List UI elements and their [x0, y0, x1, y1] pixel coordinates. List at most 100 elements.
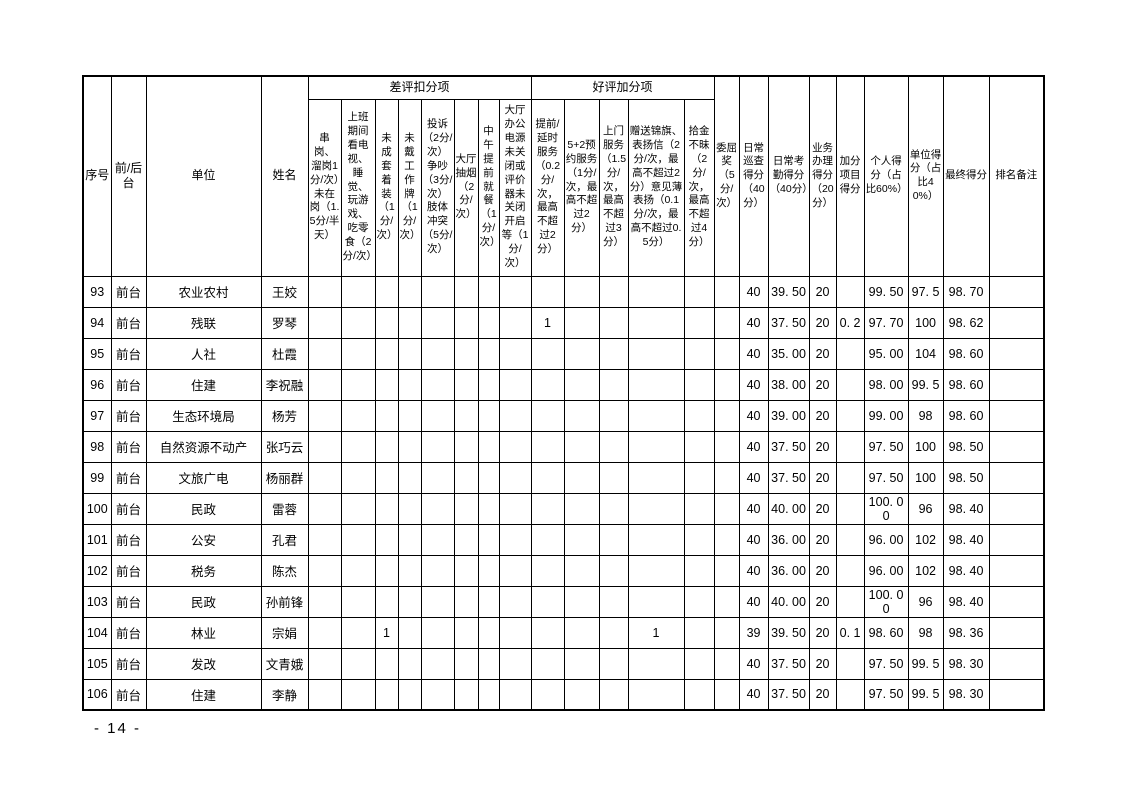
cell-unit: 林业 [145, 616, 262, 649]
table-row: 102 前台 税务 陈杰 40 36. 00 20 96. 00 102 98. 40 [82, 554, 1045, 587]
cell-personal: 100. 00 [863, 585, 909, 618]
cell-b3 [598, 306, 629, 339]
cell-name: 杨丽群 [260, 461, 309, 494]
cell-b5 [683, 430, 715, 463]
cell-b5 [683, 647, 715, 680]
cell-d7 [477, 585, 500, 618]
header-bonus-group: 好评加分项 [530, 75, 715, 100]
cell-b1 [530, 585, 565, 618]
cell-d1 [307, 461, 342, 494]
cell-d4 [397, 399, 422, 432]
cell-final: 98. 70 [942, 275, 990, 308]
cell-b3 [598, 523, 629, 556]
cell-d5 [420, 368, 455, 401]
cell-no: 105 [82, 647, 112, 680]
cell-no: 97 [82, 399, 112, 432]
cell-desk: 前台 [110, 368, 147, 401]
cell-d7 [477, 492, 500, 525]
cell-d8 [498, 678, 532, 711]
cell-final: 98. 40 [942, 523, 990, 556]
cell-b3 [598, 492, 629, 525]
cell-desk: 前台 [110, 616, 147, 649]
cell-unit: 发改 [145, 647, 262, 680]
cell-d1 [307, 616, 342, 649]
cell-name: 李祝融 [260, 368, 309, 401]
table-row: 105 前台 发改 文青娥 40 37. 50 20 97. 50 99. 5 98. 30 [82, 647, 1045, 680]
cell-d8 [498, 368, 532, 401]
cell-b2 [563, 492, 600, 525]
cell-b5 [683, 585, 715, 618]
cell-final: 98. 30 [942, 647, 990, 680]
cell-name: 雷蓉 [260, 492, 309, 525]
cell-final: 98. 50 [942, 430, 990, 463]
cell-no: 98 [82, 430, 112, 463]
cell-b1 [530, 554, 565, 587]
cell-unit_score: 100 [907, 430, 944, 463]
cell-remark [988, 275, 1045, 308]
cell-desk: 前台 [110, 461, 147, 494]
cell-personal: 97. 70 [863, 306, 909, 339]
cell-name: 陈杰 [260, 554, 309, 587]
cell-personal: 97. 50 [863, 430, 909, 463]
cell-d6 [453, 523, 479, 556]
cell-d7 [477, 399, 500, 432]
cell-grievance [713, 678, 740, 711]
cell-patrol: 39 [738, 616, 769, 649]
cell-d5 [420, 616, 455, 649]
cell-d6 [453, 616, 479, 649]
cell-unit_score: 102 [907, 523, 944, 556]
cell-business: 20 [808, 306, 837, 339]
cell-d4 [397, 430, 422, 463]
cell-unit_score: 100 [907, 461, 944, 494]
cell-bonus [835, 337, 865, 370]
cell-b4 [627, 554, 685, 587]
cell-bonus [835, 461, 865, 494]
cell-b1 [530, 492, 565, 525]
cell-b1 [530, 399, 565, 432]
cell-b2 [563, 616, 600, 649]
cell-patrol: 40 [738, 523, 769, 556]
cell-b4 [627, 678, 685, 711]
header-daily-attendance-score: 日常考勤得分（40分） [767, 75, 810, 277]
table-row: 99 前台 文旅广电 杨丽群 40 37. 50 20 97. 50 100 98. 50 [82, 461, 1045, 494]
cell-final: 98. 36 [942, 616, 990, 649]
cell-d1 [307, 337, 342, 370]
cell-d8 [498, 399, 532, 432]
cell-b5 [683, 275, 715, 308]
header-bonus-item: 拾金不昧（2分/次，最高不超过4分） [683, 98, 715, 277]
table-row: 100 前台 民政 雷蓉 40 40. 00 20 100. 00 96 98. 40 [82, 492, 1045, 525]
cell-d2 [340, 275, 376, 308]
cell-unit_score: 96 [907, 585, 944, 618]
cell-d3 [374, 337, 399, 370]
cell-attendance: 37. 50 [767, 430, 810, 463]
cell-d8 [498, 306, 532, 339]
cell-b4 [627, 368, 685, 401]
cell-d6 [453, 430, 479, 463]
cell-b5 [683, 306, 715, 339]
cell-desk: 前台 [110, 647, 147, 680]
cell-grievance [713, 461, 740, 494]
cell-b4 [627, 337, 685, 370]
cell-d3 [374, 275, 399, 308]
cell-b1 [530, 337, 565, 370]
header-personal-score: 个人得分（占比60%） [863, 75, 909, 277]
cell-bonus [835, 399, 865, 432]
cell-b4 [627, 306, 685, 339]
cell-d4 [397, 523, 422, 556]
cell-grievance [713, 554, 740, 587]
table-header: 序号 前/后台 单位 姓名 差评扣分项 好评加分项 委屈奖（5分/次） 日常巡查… [82, 75, 1045, 277]
cell-d2 [340, 554, 376, 587]
cell-grievance [713, 337, 740, 370]
cell-remark [988, 647, 1045, 680]
cell-d1 [307, 399, 342, 432]
cell-b2 [563, 647, 600, 680]
cell-bonus [835, 368, 865, 401]
cell-b5 [683, 554, 715, 587]
header-deduction-item: 投诉（2分/次）争吵（3分/次）肢体冲突（5分/次） [420, 98, 455, 277]
cell-name: 文青娥 [260, 647, 309, 680]
cell-unit: 民政 [145, 585, 262, 618]
cell-no: 103 [82, 585, 112, 618]
cell-d2 [340, 616, 376, 649]
cell-d7 [477, 337, 500, 370]
cell-b4 [627, 461, 685, 494]
